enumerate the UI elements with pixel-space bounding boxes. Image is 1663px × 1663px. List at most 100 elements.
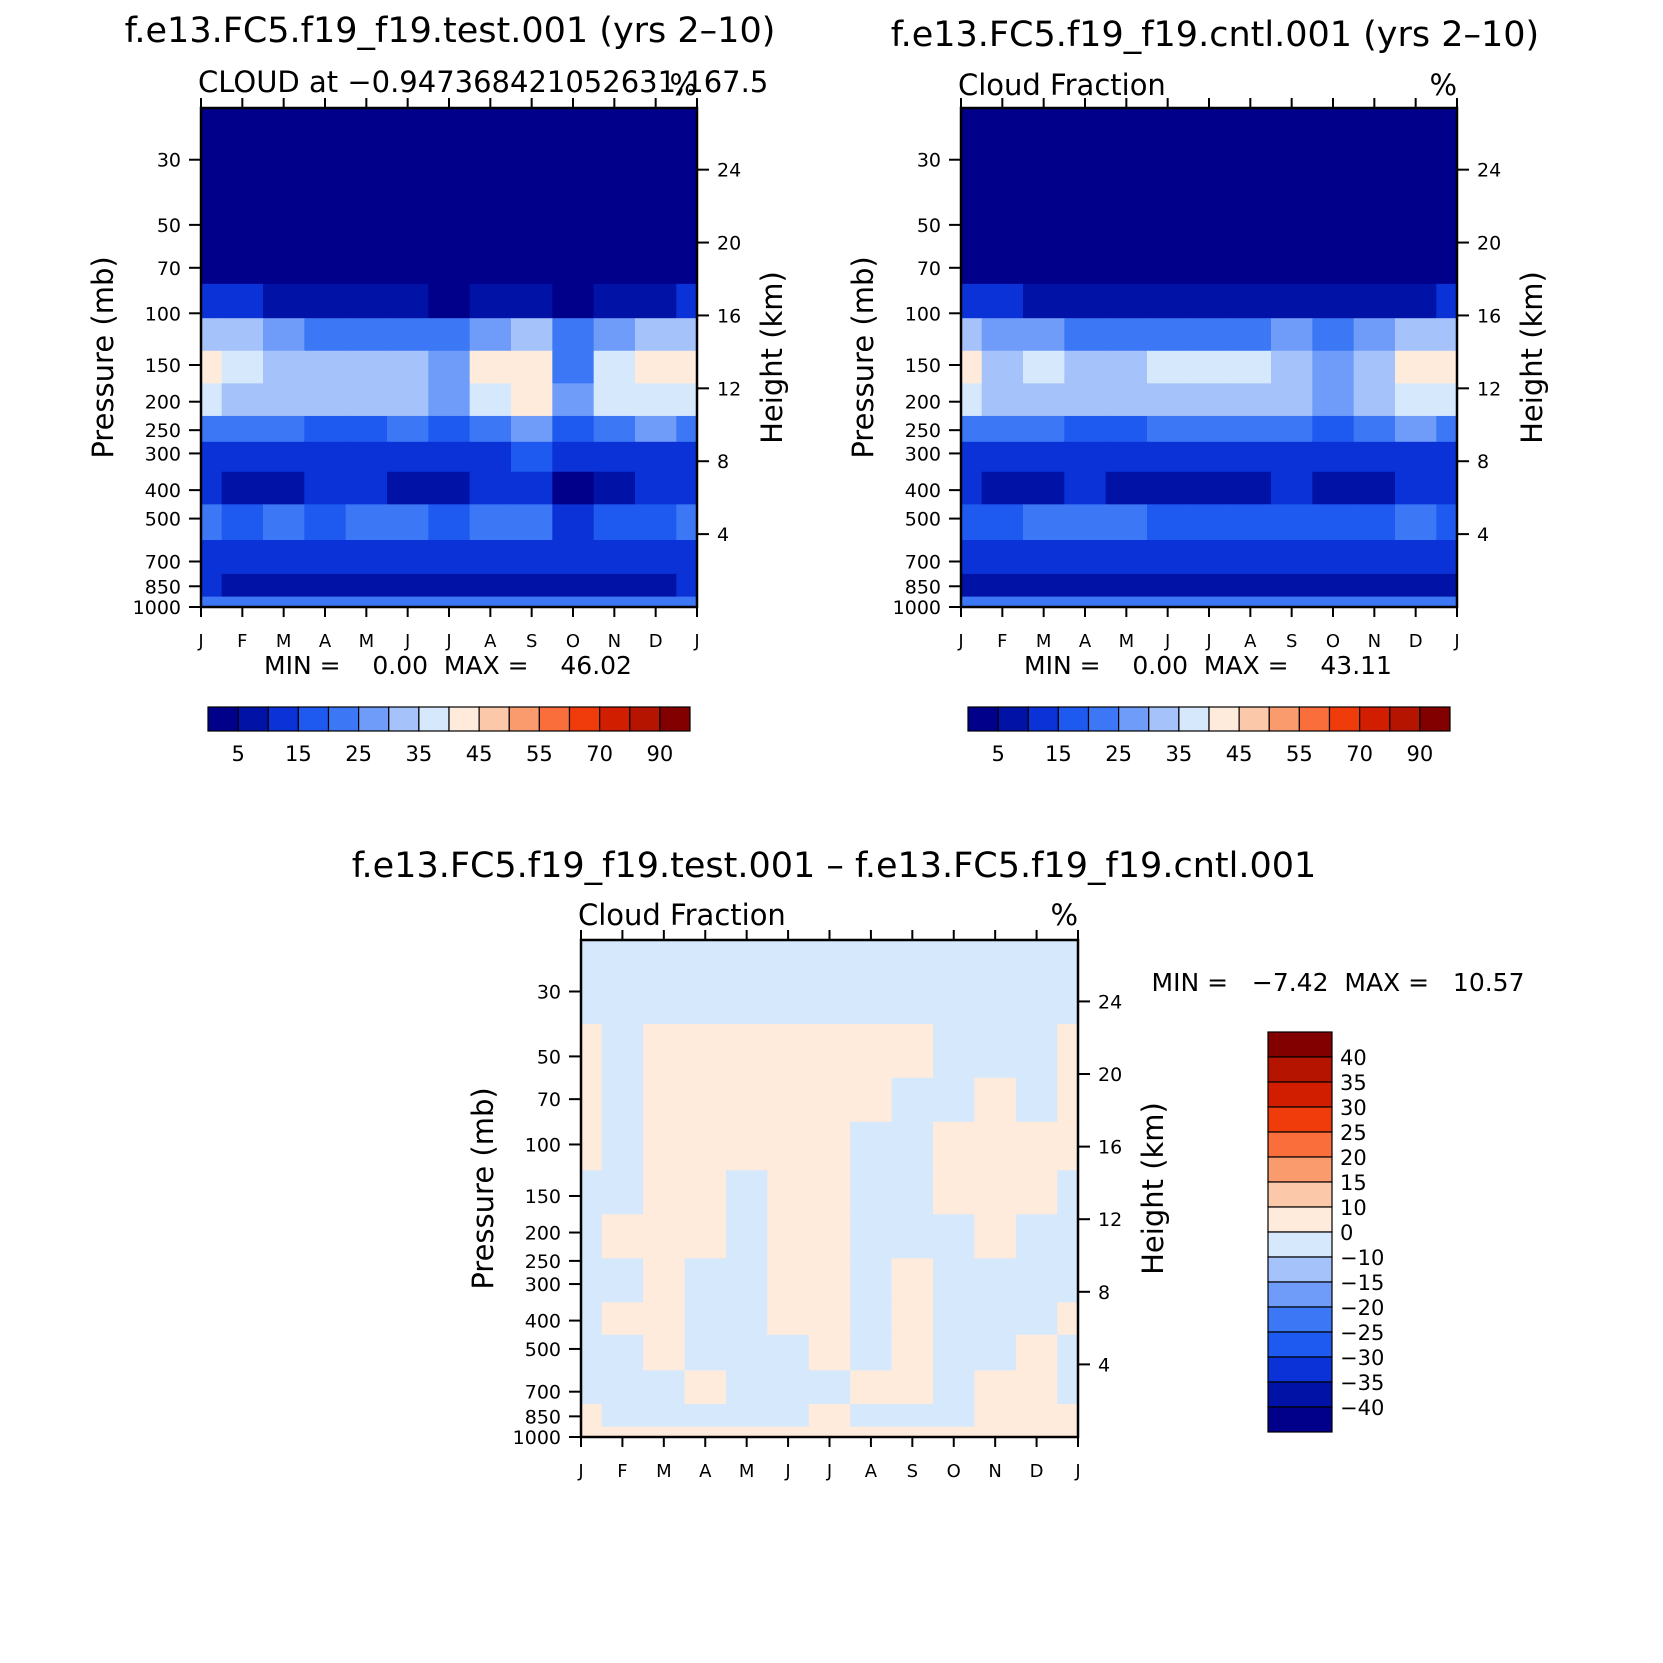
cell — [1271, 318, 1313, 352]
colorbar-swatch — [478, 706, 510, 732]
cell — [1023, 441, 1065, 473]
cell — [304, 415, 347, 443]
y-right-tick-label: 4 — [717, 524, 729, 546]
colorbar-swatch — [1267, 1056, 1333, 1083]
cell — [767, 1023, 810, 1079]
cell — [981, 471, 1024, 505]
x-tick-label: A — [1079, 631, 1092, 652]
y-tick-label: 1000 — [513, 1427, 561, 1449]
y-tick-label: 300 — [905, 443, 941, 465]
cell — [1353, 318, 1396, 352]
cell — [635, 540, 677, 575]
cell — [263, 415, 305, 443]
y-right-tick-label: 20 — [717, 233, 741, 255]
cell — [387, 441, 429, 473]
cell — [1147, 350, 1189, 384]
y-right-tick-label: 16 — [1098, 1137, 1122, 1159]
colorbar-swatch — [1359, 706, 1391, 732]
colorbar-swatch — [1178, 706, 1210, 732]
cell — [767, 1302, 810, 1336]
cell — [387, 540, 429, 575]
diff-contour-fill — [581, 940, 1079, 1438]
x-tick-label: O — [947, 1461, 961, 1482]
x-tick-label: A — [865, 1461, 878, 1482]
colorbar-label: 70 — [586, 742, 613, 766]
cell — [850, 1121, 893, 1171]
x-tick-label: J — [1205, 631, 1211, 652]
cell — [1105, 504, 1148, 541]
y-tick-label: 500 — [905, 509, 941, 531]
cell — [1147, 540, 1189, 575]
x-tick-label: M — [739, 1461, 755, 1482]
cell — [581, 1404, 603, 1428]
cell — [808, 1121, 851, 1171]
cell — [1395, 441, 1437, 473]
colorbar-swatch — [1419, 706, 1451, 732]
cell — [1436, 540, 1458, 575]
cell — [469, 283, 512, 319]
cell — [345, 573, 388, 598]
cell — [1023, 383, 1065, 417]
cell — [933, 1121, 976, 1171]
cell — [221, 350, 264, 384]
cell — [1436, 283, 1458, 319]
cell — [581, 1258, 603, 1303]
cell — [1105, 596, 1148, 608]
cell — [387, 283, 429, 319]
cell — [345, 415, 388, 443]
cell — [428, 383, 471, 417]
cell — [767, 1170, 810, 1215]
cell — [961, 350, 983, 384]
cell — [304, 383, 347, 417]
cell — [221, 318, 264, 352]
x-tick-label: F — [237, 631, 247, 652]
cell — [304, 471, 347, 505]
x-tick-label: F — [997, 631, 1007, 652]
colorbar-swatch — [448, 706, 480, 732]
cell — [684, 940, 727, 1025]
cell — [961, 283, 983, 319]
cell — [1064, 283, 1107, 319]
cell — [684, 1170, 727, 1215]
cell — [1229, 471, 1272, 505]
cell — [1271, 108, 1313, 215]
cell — [601, 1121, 644, 1171]
cell — [428, 213, 471, 285]
colorbar-swatch — [967, 706, 999, 732]
cell — [1023, 415, 1065, 443]
cell — [221, 471, 264, 505]
cell — [961, 540, 983, 575]
cell — [1147, 318, 1189, 352]
cell — [1312, 108, 1355, 215]
y-tick-label: 250 — [525, 1251, 561, 1273]
cell — [635, 504, 677, 541]
cell — [1023, 213, 1065, 285]
test-stats: MIN = 0.00 MAX = 46.02 — [264, 651, 632, 680]
cell — [304, 108, 347, 215]
cell — [1229, 318, 1272, 352]
cell — [1057, 940, 1079, 1025]
cell — [511, 415, 553, 443]
diff-subtitle: Cloud Fraction — [578, 898, 786, 932]
colorbar-swatch — [1027, 706, 1059, 732]
cell — [221, 383, 264, 417]
cell — [1395, 350, 1437, 384]
cell — [676, 441, 698, 473]
cell — [593, 213, 636, 285]
cell — [263, 283, 305, 319]
cell — [961, 108, 983, 215]
y-tick-label: 500 — [145, 509, 181, 531]
cell — [1229, 283, 1272, 319]
cell — [428, 108, 471, 215]
colorbar-swatch — [1267, 1331, 1333, 1358]
cell — [1015, 1214, 1058, 1259]
cell — [725, 1426, 768, 1438]
cell — [767, 940, 810, 1025]
cell — [1271, 504, 1313, 541]
cell — [1312, 283, 1355, 319]
cell — [725, 1170, 768, 1215]
cell — [933, 1426, 976, 1438]
cell — [891, 940, 934, 1025]
